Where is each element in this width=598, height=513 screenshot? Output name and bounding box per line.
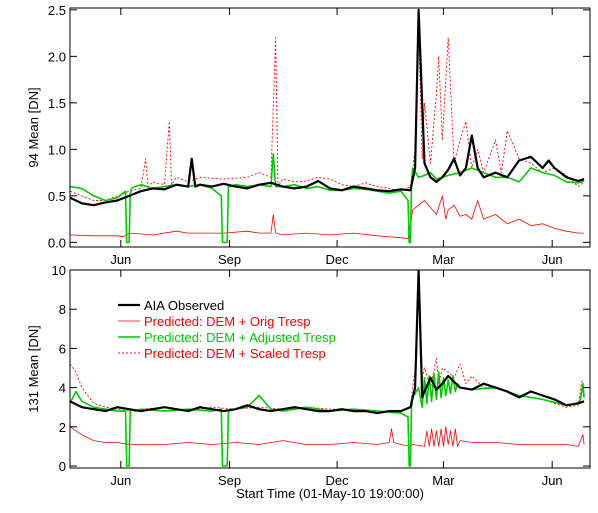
y-axis-label: 94 Mean [DN] (26, 87, 41, 167)
plot-frame (69, 7, 591, 248)
legend-label: Predicted: DEM + Scaled Tresp (144, 346, 326, 361)
legend-label: Predicted: DEM + Orig Tresp (144, 314, 311, 329)
legend-label: Predicted: DEM + Adjusted Tresp (144, 330, 336, 345)
x-tick-label: Jun (542, 473, 563, 488)
plot-frame (69, 269, 591, 469)
series-group (70, 8, 585, 244)
panel-131: 0 2 4 6 8 10 Jun Sep Dec Mar Jun 131 Mean [DN] AIA O… (26, 263, 591, 488)
panel-94: 0.0 0.5 1.0 1.5 2.0 2.5 Jun Sep Dec Mar Jun 94 Mean… (26, 3, 591, 267)
y-axis-label: 131 Mean [DN] (26, 325, 41, 412)
y-tick-label: 4 (59, 381, 66, 396)
y-tick-label: 1.5 (48, 96, 66, 111)
series-group (70, 270, 585, 467)
series-line-2 (70, 371, 585, 467)
y-tick-label: 0.5 (48, 189, 66, 204)
x-tick-label: Jun (110, 252, 131, 267)
series-line-2 (70, 153, 585, 244)
series-line-1 (70, 195, 585, 240)
y-tick-label: 0.0 (48, 235, 66, 250)
x-tick-label: Jun (110, 473, 131, 488)
y-tick-label: 6 (59, 341, 66, 356)
y-tick-label: 8 (59, 302, 66, 317)
series-line-0 (70, 8, 585, 207)
series-line-1 (70, 426, 585, 447)
x-tick-label: Sep (218, 473, 241, 488)
x-tick-label: Jun (542, 252, 563, 267)
x-tick-label: Dec (326, 473, 350, 488)
x-tick-label: Sep (218, 252, 241, 267)
x-tick-label: Mar (432, 252, 455, 267)
x-tick-label: Dec (326, 252, 350, 267)
y-tick-label: 2.5 (48, 3, 66, 18)
x-axis-label: Start Time (01-May-10 19:00:00) (236, 486, 424, 501)
y-tick-label: 2 (59, 420, 66, 435)
series-line-3 (70, 28, 585, 201)
x-tick-label: Mar (432, 473, 455, 488)
y-tick-label: 1.0 (48, 142, 66, 157)
y-tick-label: 2.0 (48, 49, 66, 64)
series-line-0 (70, 270, 585, 415)
y-tick-label: 10 (52, 263, 66, 278)
legend-label: AIA Observed (144, 298, 224, 313)
y-tick-label: 0 (59, 459, 66, 474)
